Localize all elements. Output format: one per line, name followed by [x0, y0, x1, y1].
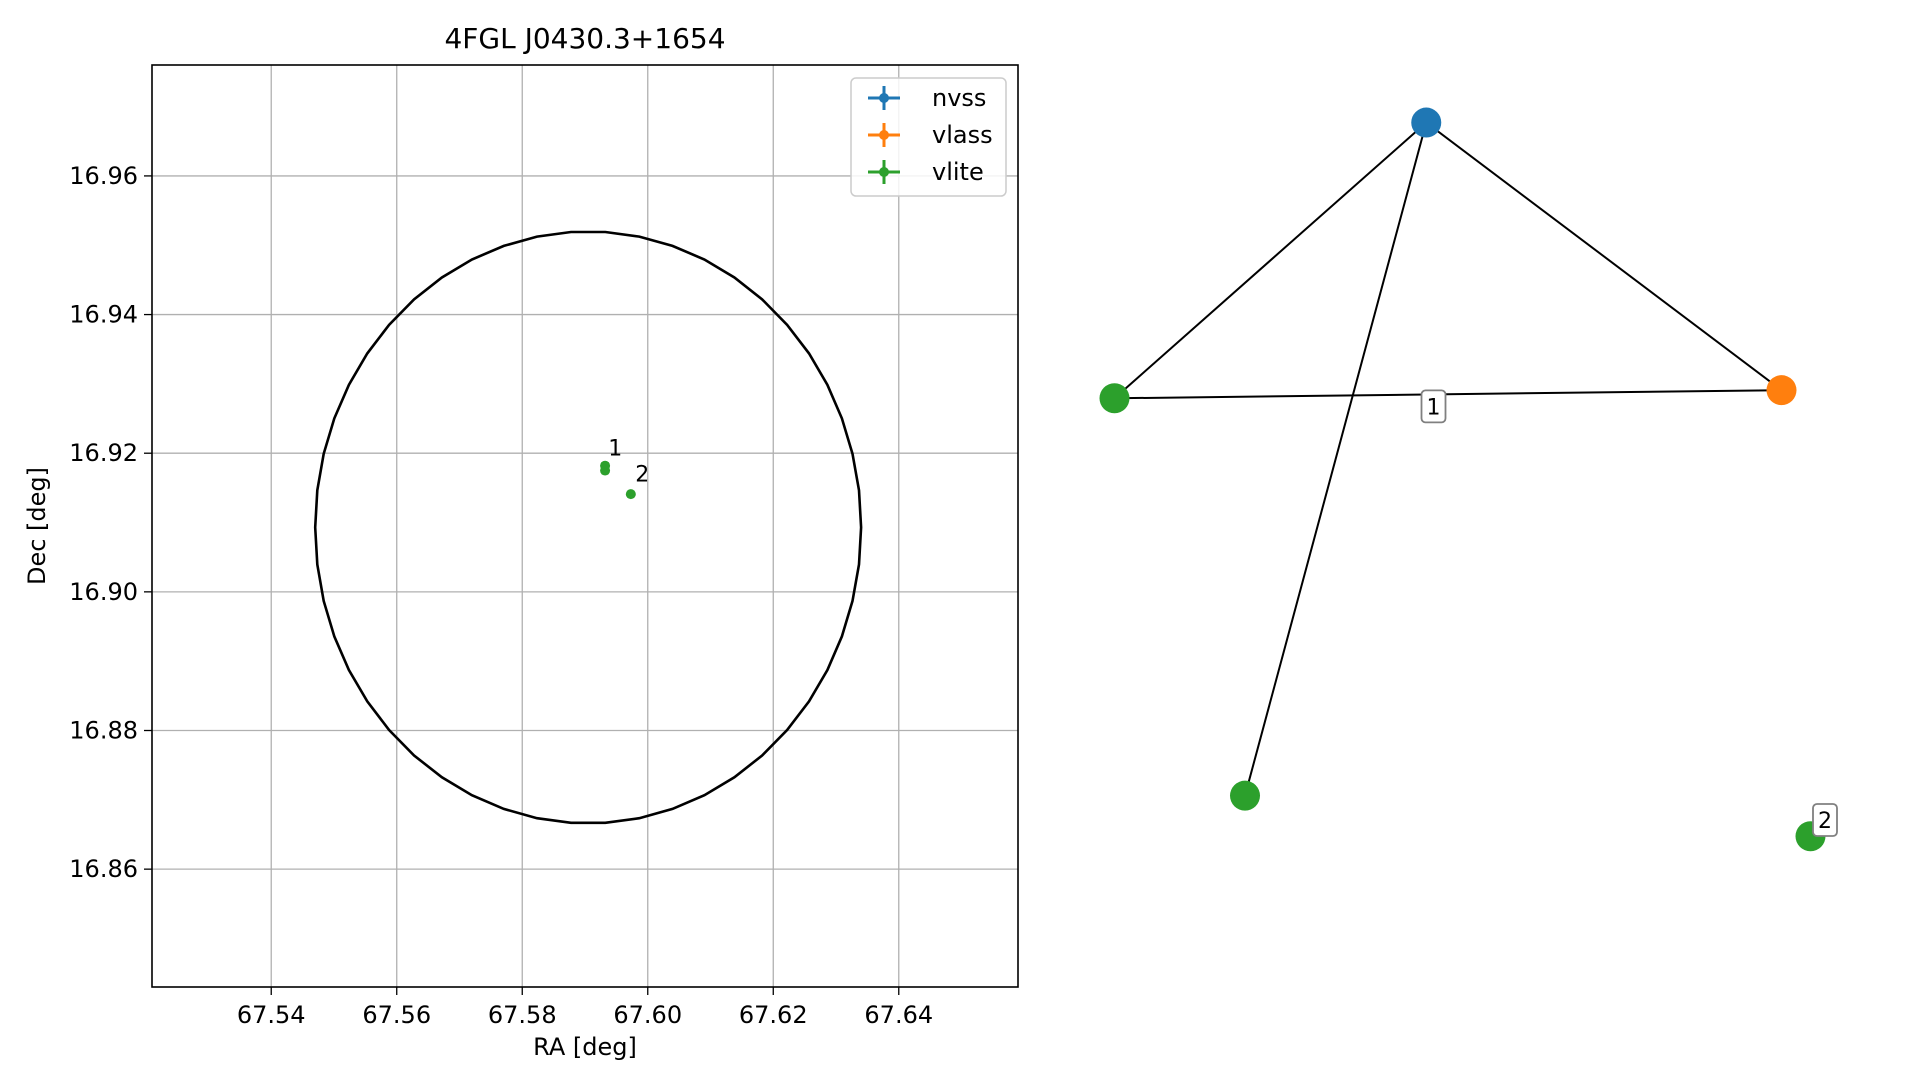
chart-title: 4FGL J0430.3+1654	[444, 22, 725, 55]
x-tick-label: 67.54	[237, 1001, 306, 1029]
legend-label-vlite: vlite	[932, 158, 984, 186]
y-tick-label: 16.88	[69, 717, 138, 745]
graph-node-vlite_b	[1230, 780, 1260, 811]
graph-node-vlass	[1766, 375, 1797, 406]
graph-label-box	[1420, 389, 1447, 424]
y-tick-label: 16.86	[69, 855, 138, 883]
graph-edges	[1113, 121, 1783, 796]
graph-label: 1	[1427, 395, 1441, 420]
sky-plot-panel: 4FGL J0430.3+1654 12 67.54 67.56 67.58 67.6…	[23, 22, 1019, 1061]
graph-node-vlite_a	[1099, 383, 1130, 414]
y-axis-label: Dec [deg]	[23, 467, 51, 585]
legend-marker-dot	[879, 93, 889, 103]
point-annotation: 2	[635, 463, 649, 488]
x-tick-label: 67.58	[488, 1001, 557, 1029]
plot-frame	[151, 64, 1019, 988]
y-axis-ticks: 16.86 16.88 16.90 16.92 16.94 16.96	[69, 162, 152, 883]
graph-node-nvss	[1411, 107, 1442, 138]
localization-ellipse	[313, 230, 863, 825]
graph-edge	[1425, 121, 1783, 391]
graph-label: 2	[1818, 809, 1832, 834]
grid-lines	[152, 65, 1018, 987]
y-tick-label: 16.92	[69, 439, 138, 467]
y-tick-label: 16.94	[69, 301, 138, 329]
legend-label-nvss: nvss	[932, 84, 986, 112]
y-tick-label: 16.96	[69, 162, 138, 190]
legend-box	[850, 77, 1007, 197]
point-annotation: 1	[608, 436, 622, 461]
graph-edge	[1114, 389, 1782, 400]
graph-label-box	[1812, 803, 1838, 837]
x-tick-label: 67.56	[362, 1001, 431, 1029]
legend-label-vlass: vlass	[932, 121, 993, 149]
x-axis-label: RA [deg]	[533, 1033, 637, 1061]
graph-edge	[1244, 122, 1428, 796]
x-tick-label: 67.60	[613, 1001, 682, 1029]
association-graph-panel: 12	[1099, 107, 1838, 852]
x-tick-label: 67.64	[864, 1001, 933, 1029]
legend: nvss vlass vlite	[850, 77, 1007, 197]
graph-labels: 12	[1420, 389, 1838, 837]
vlite-point	[625, 489, 636, 500]
legend-marker-dot	[879, 130, 889, 140]
legend-marker-dot	[879, 167, 889, 177]
x-axis-ticks: 67.54 67.56 67.58 67.60 67.62 67.64	[237, 987, 933, 1029]
y-tick-label: 16.90	[69, 578, 138, 606]
point-annotations: 12	[608, 436, 649, 487]
data-points	[600, 460, 636, 500]
vlite-point	[600, 465, 611, 476]
x-tick-label: 67.62	[739, 1001, 808, 1029]
graph-edge	[1113, 121, 1427, 400]
legend-entries: nvss vlass vlite	[868, 84, 993, 186]
